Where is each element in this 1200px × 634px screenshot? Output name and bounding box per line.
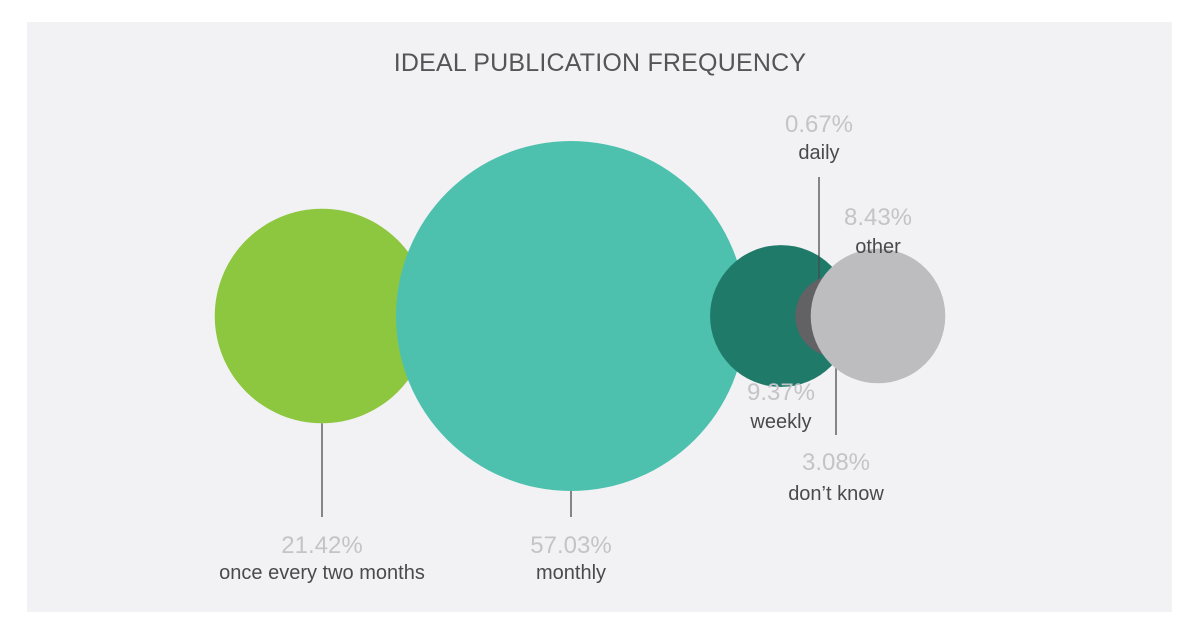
category-label-daily: daily [798,142,839,164]
value-label-other: 8.43% [844,204,912,231]
bubble-monthly [396,141,746,491]
value-label-monthly: 57.03% [530,532,611,559]
category-label-dont_know: don’t know [788,483,884,505]
bubble-once_every_two_months [214,208,430,424]
chart-title: IDEAL PUBLICATION FREQUENCY [394,49,807,77]
chart-panel: IDEAL PUBLICATION FREQUENCY 21.42% once e… [27,22,1172,612]
value-label-once_every_two_months: 21.42% [281,532,362,559]
bubble-chart: IDEAL PUBLICATION FREQUENCY 21.42% once e… [214,49,946,584]
category-label-monthly: monthly [536,562,606,584]
bubble-other [810,248,946,384]
value-label-daily: 0.67% [785,111,853,138]
value-label-weekly: 9.37% [747,379,815,406]
category-label-weekly: weekly [749,411,811,433]
value-label-dont_know: 3.08% [802,449,870,476]
category-label-once_every_two_months: once every two months [219,562,425,584]
category-label-other: other [855,236,901,258]
